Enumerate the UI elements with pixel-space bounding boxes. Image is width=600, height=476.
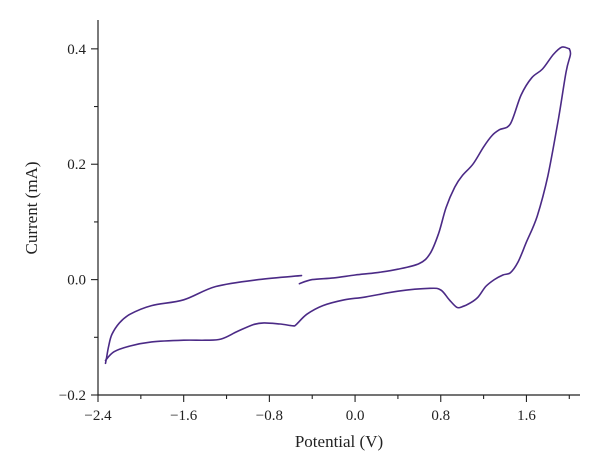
x-tick-label: −0.8: [256, 408, 283, 424]
y-axis-ticks: −0.2 0.0 0.2 0.4: [59, 42, 98, 404]
x-axis-title: Potential (V): [295, 432, 383, 451]
cv-curve-segment-1: [104, 274, 303, 365]
cv-curve-segment-3: [298, 46, 571, 285]
cv-curve-segment-2: [104, 48, 572, 362]
y-tick-label: 0.4: [67, 42, 86, 58]
y-tick-label: 0.2: [67, 157, 86, 173]
x-tick-label: 0.0: [346, 408, 365, 424]
x-axis-ticks: −2.4 −1.6 −0.8 0.0 0.8 1.6: [84, 395, 570, 424]
y-tick-label: 0.0: [67, 273, 86, 289]
x-tick-label: 1.6: [517, 408, 536, 424]
x-tick-label: −2.4: [84, 408, 112, 424]
cv-curves: [104, 46, 572, 365]
x-tick-label: −1.6: [170, 408, 198, 424]
x-tick-label: 0.8: [431, 408, 450, 424]
y-axis-title: Current (mA): [22, 161, 41, 254]
y-tick-label: −0.2: [59, 388, 86, 404]
plot-frame: [97, 20, 580, 396]
